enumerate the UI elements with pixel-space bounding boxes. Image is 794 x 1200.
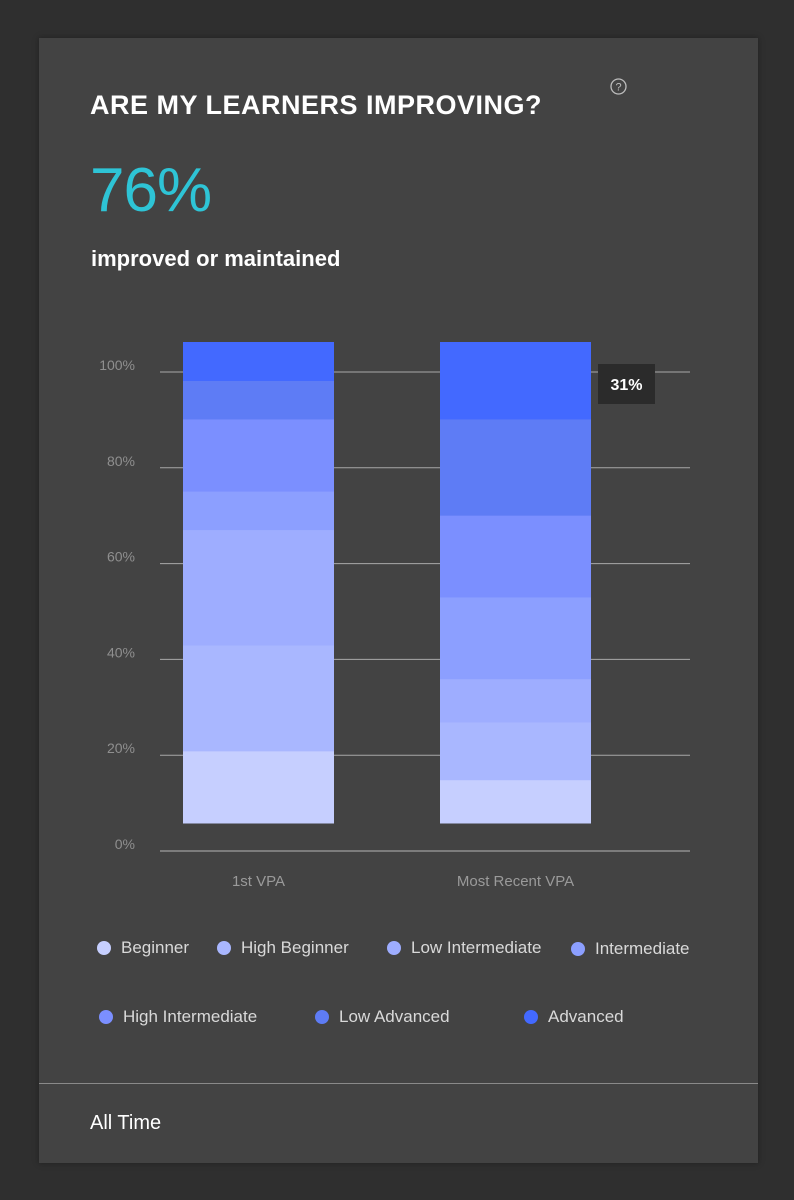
- y-tick-label: 80%: [107, 453, 135, 469]
- bar-segment-advanced: [183, 342, 334, 381]
- legend-swatch: [315, 1010, 329, 1024]
- legend-label: Low Advanced: [339, 1007, 450, 1026]
- bar-segment-low-intermediate: [440, 678, 591, 723]
- bar-segment-low-advanced: [440, 418, 591, 516]
- legend-swatch: [217, 941, 231, 955]
- legend-label: Intermediate: [595, 939, 690, 958]
- legend-item[interactable]: Beginner: [97, 938, 189, 958]
- legend-swatch: [99, 1010, 113, 1024]
- bar-segment-intermediate: [183, 491, 334, 531]
- y-tick-label: 100%: [99, 357, 135, 373]
- bar-segment-high-intermediate: [440, 515, 591, 598]
- legend-label: High Beginner: [241, 938, 349, 957]
- bar-segment-high-beginner: [183, 645, 334, 752]
- legend-item[interactable]: Low Advanced: [315, 1007, 450, 1027]
- legend-item[interactable]: High Beginner: [217, 938, 349, 958]
- x-tick-label: Most Recent VPA: [457, 873, 574, 890]
- legend-swatch: [524, 1010, 538, 1024]
- tooltip-box: [598, 364, 655, 404]
- legend-item[interactable]: High Intermediate: [99, 1007, 257, 1027]
- legend-swatch: [387, 941, 401, 955]
- card-title: ARE MY LEARNERS IMPROVING?: [90, 90, 543, 120]
- learner-improvement-card: ARE MY LEARNERS IMPROVING? ? 76% improve…: [39, 38, 758, 1163]
- y-tick-label: 20%: [107, 740, 135, 756]
- y-tick-label: 0%: [115, 836, 135, 852]
- bar-segment-high-beginner: [440, 721, 591, 781]
- bar-segment-low-intermediate: [183, 529, 334, 646]
- bar-segment-beginner: [440, 779, 591, 824]
- tooltip-label: 31%: [610, 377, 642, 394]
- legend-label: High Intermediate: [123, 1007, 258, 1026]
- bar-segment-advanced: [440, 342, 591, 420]
- stacked-bar-chart: 0% 20% 40% 60% 80% 100% 1st VPA 31% Most Recent …: [99, 342, 690, 890]
- legend-swatch: [97, 941, 111, 955]
- time-range-selector[interactable]: All Time: [90, 1112, 162, 1134]
- bar-segment-intermediate: [440, 596, 591, 680]
- improvement-caption: improved or maintained: [91, 246, 341, 271]
- legend-swatch: [571, 942, 585, 956]
- bar-segment-low-advanced: [183, 380, 334, 420]
- bar-segment-high-intermediate: [183, 418, 334, 492]
- footer-divider: [39, 1083, 758, 1084]
- x-tick-label: 1st VPA: [232, 873, 285, 890]
- y-tick-label: 40%: [107, 644, 135, 660]
- legend-label: Low Intermediate: [411, 938, 542, 957]
- bar-segment-beginner: [183, 750, 334, 824]
- improvement-percentage: 76%: [90, 156, 212, 225]
- svg-text:?: ?: [615, 82, 621, 94]
- legend-item[interactable]: Advanced: [524, 1007, 624, 1027]
- legend-label: Advanced: [548, 1007, 624, 1026]
- legend-item[interactable]: Low Intermediate: [387, 938, 541, 958]
- question-circle-icon[interactable]: ?: [610, 78, 627, 95]
- y-tick-label: 60%: [107, 549, 135, 565]
- legend-label: Beginner: [121, 938, 190, 957]
- legend-item[interactable]: Intermediate: [571, 939, 690, 959]
